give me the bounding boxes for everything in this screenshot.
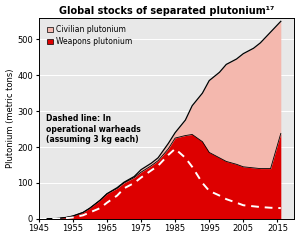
Title: Global stocks of separated plutonium¹⁷: Global stocks of separated plutonium¹⁷ (59, 5, 274, 16)
Text: Dashed line: In
operational warheads
(assuming 3 kg each): Dashed line: In operational warheads (as… (46, 114, 141, 144)
Legend: Civilian plutonium, Weapons plutonium: Civilian plutonium, Weapons plutonium (45, 24, 134, 48)
Y-axis label: Plutonium (metric tons): Plutonium (metric tons) (6, 69, 15, 168)
